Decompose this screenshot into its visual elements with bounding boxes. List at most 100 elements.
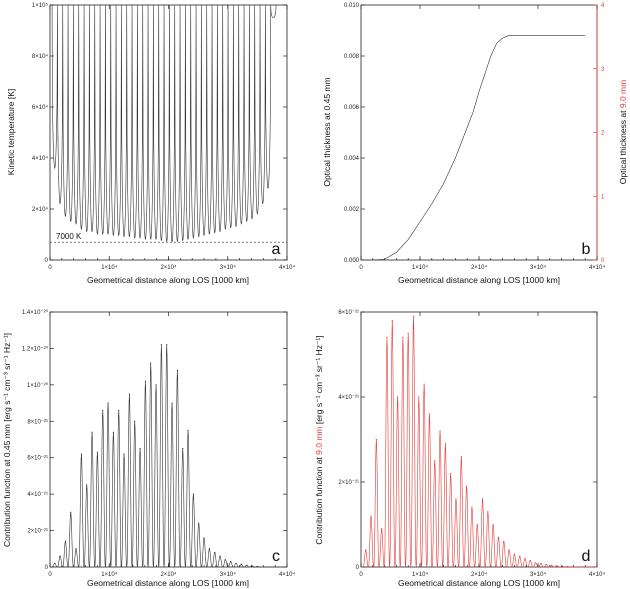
panel-c-xtick-label: 3×10⁴ <box>220 571 237 578</box>
panel-c-peak-point <box>224 559 226 561</box>
panel-b-ylabel-right-prefix: Optical thickness at <box>618 108 628 184</box>
panel-c-xtick-label: 2×10⁴ <box>160 571 177 578</box>
panel-c-peak-point <box>256 565 258 568</box>
panel-d-peak-point <box>471 506 473 509</box>
panel-d-peak-point <box>412 315 415 317</box>
panel-b-xtick-label: 4×10⁴ <box>589 264 606 271</box>
panel-d-peak-point <box>428 413 431 415</box>
panel-a-ytick-label: 0 <box>45 258 49 264</box>
panel-b-xtick-label: 1×10⁴ <box>412 264 429 271</box>
panel-c-xtick-label: 1×10⁴ <box>101 571 118 578</box>
panel-d-peak-point <box>460 455 462 458</box>
panel-c-peak-point <box>54 562 56 564</box>
panel-a-ytick-label: 1×10⁵ <box>32 2 49 9</box>
panel-d-ytick-label: 0 <box>356 565 360 571</box>
panel-d-xtick-label: 2×10⁴ <box>471 571 488 578</box>
panel-c-ytick-label: 0 <box>45 565 49 571</box>
panel-d-contribution-curve <box>361 316 597 569</box>
panel-a-xtick-label: 2×10⁴ <box>160 264 177 271</box>
panel-c-peak-point <box>246 564 248 566</box>
panel-c-peak-point <box>240 563 242 565</box>
panel-b-xtick-label: 3×10⁴ <box>530 264 547 271</box>
panel-b-ylabel-right: Optical thickness at 9.0 mm <box>618 80 628 184</box>
panel-d-peak-point <box>497 536 500 538</box>
panel-c-peak-point <box>112 431 114 433</box>
panel-d-peak-point <box>487 511 489 513</box>
panel-d-peak-point <box>481 498 484 500</box>
panel-d-peak-point <box>513 553 516 555</box>
panel-d-ytick-label: 6×10⁻²¹ <box>338 310 359 316</box>
panel-b-ytick-label: 0.010 <box>344 3 360 9</box>
panel-c-contribution-curve <box>50 344 287 568</box>
panel-d-frame <box>360 311 598 568</box>
panel-d-xtick-label: 3×10⁴ <box>530 571 547 578</box>
curve-layer <box>50 5 597 569</box>
panel-b-optical-thickness-curve <box>361 35 586 261</box>
panel-d-peak-point <box>524 557 526 560</box>
panel-c-peak-point <box>235 562 237 564</box>
panel-d-ylabel-suffix: [erg s⁻¹ cm⁻³ sr⁻¹ Hz⁻¹] <box>314 335 324 426</box>
panel-d-peak-point <box>550 564 553 566</box>
panel-a-xtick-label: 4×10⁴ <box>279 264 296 271</box>
panel-c-peak-point <box>176 369 178 371</box>
panel-a-ytick-label: 4×10⁴ <box>32 155 49 162</box>
panel-b-frame <box>360 4 598 261</box>
panel-d-peak-point <box>418 396 420 398</box>
panel-d-ylabel-prefix: Contribution function at <box>314 455 324 545</box>
panel-d-peak-point <box>370 515 372 517</box>
panel-a-ylabel: Kinetic temperature [K] <box>6 89 16 175</box>
panel-c-peak-point <box>192 493 194 495</box>
panel-d-ylabel-red: 9.0 mm <box>314 427 324 455</box>
panel-d-peak-point <box>556 565 558 567</box>
panel-d-peak-point <box>381 528 383 530</box>
panel-b-ytick-right-label: 3 <box>601 67 605 73</box>
panel-d-peak-point <box>444 443 446 445</box>
panel-d-peak-point <box>566 565 569 568</box>
panel-a-xtick-label: 0 <box>48 265 52 271</box>
panel-b-ytick-right-label: 4 <box>601 3 605 9</box>
panel-c-peak-point <box>187 429 189 431</box>
panel-b-ytick-right-label: 1 <box>601 194 605 200</box>
panel-d-peak-point <box>386 336 388 339</box>
panel-a-ytick-label: 2×10⁴ <box>32 206 49 213</box>
panel-c-ytick-label: 1.4×10⁻²⁰ <box>22 309 49 316</box>
panel-a-temperature-curve <box>51 5 277 243</box>
panel-c-peak-point <box>203 537 205 539</box>
panel-b-xtick-label: 0 <box>359 265 363 271</box>
panel-c-xlabel: Geometrical distance along LOS [1000 km] <box>87 578 249 588</box>
panel-d-ylabel: Contribution function at 9.0 mm [erg s⁻¹… <box>314 335 324 544</box>
panel-b-ytick-label: 0.006 <box>344 105 360 111</box>
panel-c-peak-point <box>118 409 120 411</box>
panel-c-peak-point <box>80 453 83 455</box>
panel-d-peak-point <box>466 485 468 487</box>
panel-d-peak-point <box>519 555 521 557</box>
panel-d-peak-point <box>492 523 494 526</box>
panel-d-peak-point <box>402 336 404 339</box>
panel-c-peak-point <box>219 555 221 557</box>
panel-d-peak-point <box>434 460 436 462</box>
panel-c-xtick-label: 4×10⁴ <box>279 571 296 578</box>
panel-b <box>360 4 598 261</box>
tick-layer: 0 1×10⁴ 2×10⁴ 3×10⁴ 4×10⁴02×10⁴4×10⁴6×10⁴8×1… <box>22 2 606 578</box>
panel-c-peak-point <box>139 448 141 450</box>
panel-a-xtick-label: 3×10⁴ <box>220 264 237 271</box>
panel-d-peak-point <box>535 562 537 564</box>
panel-d-peak-point <box>561 565 563 567</box>
panel-c-peak-point <box>59 555 61 557</box>
panel-d-peak-point <box>508 549 510 551</box>
panel-a-letter: a <box>272 241 281 258</box>
panel-d-peak-point <box>455 498 457 500</box>
panel-c-ytick-label: 8×10⁻²¹ <box>27 419 48 425</box>
panel-c-peak-point <box>150 362 152 364</box>
panel-c-peak-point <box>70 511 72 513</box>
panel-b-xtick-label: 2×10⁴ <box>471 264 488 271</box>
panel-d-xtick-label: 4×10⁴ <box>589 571 606 578</box>
panel-c-peak-point <box>107 402 109 404</box>
panel-d-peak-point <box>476 523 478 526</box>
panel-c-peak-point <box>160 344 162 346</box>
panel-d-peak-point <box>396 396 399 398</box>
panel-a <box>49 4 288 261</box>
panel-d-peak-point <box>450 472 452 475</box>
panel-d-peak-point <box>375 438 377 441</box>
